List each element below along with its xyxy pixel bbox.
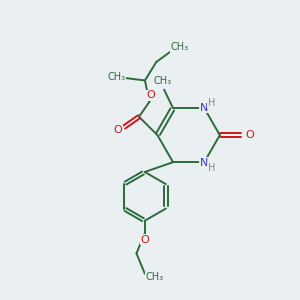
Text: O: O xyxy=(245,130,254,140)
Text: N: N xyxy=(200,158,208,168)
Text: CH₃: CH₃ xyxy=(145,272,164,282)
Text: H: H xyxy=(208,163,215,172)
Text: O: O xyxy=(113,125,122,135)
Text: CH₃: CH₃ xyxy=(171,42,189,52)
Text: O: O xyxy=(140,235,149,245)
Text: H: H xyxy=(208,98,215,108)
Text: CH₃: CH₃ xyxy=(154,76,172,86)
Text: CH₃: CH₃ xyxy=(107,72,125,82)
Text: N: N xyxy=(200,103,208,112)
Text: O: O xyxy=(146,90,155,100)
